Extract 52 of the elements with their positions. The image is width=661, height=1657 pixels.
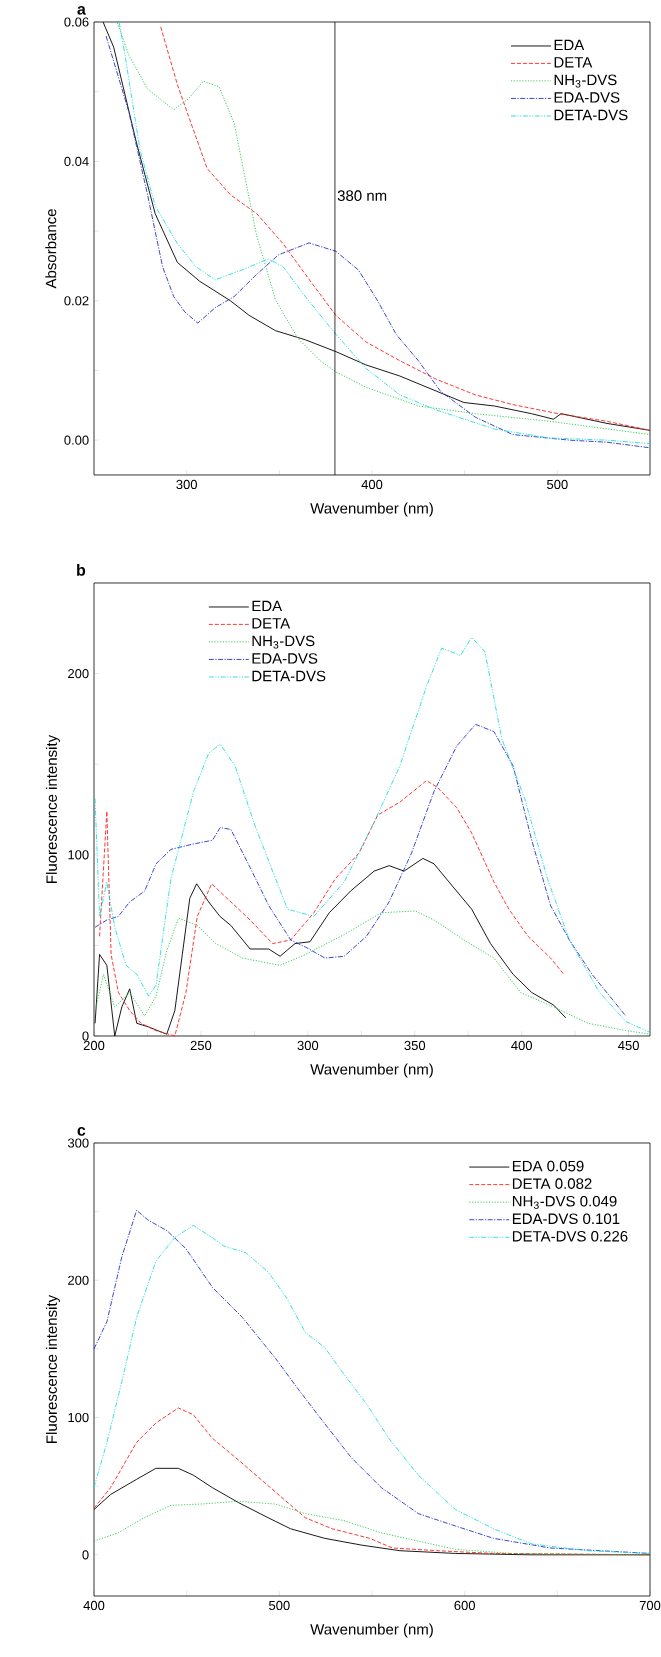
- legend-label: DETA-DVS: [252, 670, 326, 682]
- legend-label: DETA 0.082: [512, 1178, 592, 1189]
- x-tick-label: 500: [269, 1600, 290, 1611]
- x-tick-label: 350: [404, 1040, 426, 1051]
- line-series: [93, 1500, 651, 1556]
- chart-title: a: [77, 6, 86, 15]
- x-tick-label: 400: [83, 1600, 105, 1611]
- legend-label: NH$_{3}$-DVS: [252, 635, 315, 649]
- legend-label: EDA-DVS: [554, 92, 620, 103]
- line-series: [93, 1407, 651, 1556]
- legend-label: EDA-DVS: [252, 653, 318, 664]
- legend-label: EDA: [252, 600, 283, 612]
- y-tick-label: 100: [68, 850, 89, 860]
- legend-label: NH$_{3}$-DVS 0.049: [512, 1195, 617, 1209]
- x-tick-label: 300: [176, 479, 197, 490]
- y-tick-label: 0.06: [64, 17, 89, 27]
- y-tick-label: 0: [82, 1031, 89, 1041]
- legend-label: NH$_{3}$-DVS: [554, 74, 617, 88]
- x-tick-label: 500: [547, 479, 568, 490]
- line-series: [94, 636, 651, 1033]
- y-tick-label: 0.04: [64, 156, 89, 166]
- y-axis-title: Fluorescence intensity: [45, 1294, 60, 1443]
- y-tick-label: 100: [68, 1412, 89, 1423]
- legend-label: DETA: [252, 618, 291, 629]
- y-tick-label: 200: [68, 668, 89, 679]
- y-tick-label: 0: [82, 1550, 89, 1560]
- ref-line-label: 380 nm: [337, 190, 387, 201]
- legend-label: EDA: [554, 39, 585, 51]
- legend-label: DETA-DVS 0.226: [512, 1231, 628, 1242]
- x-tick-label: 700: [639, 1600, 661, 1611]
- y-axis-title: Fluorescence intensity: [45, 734, 60, 883]
- x-tick-label: 400: [361, 479, 383, 490]
- y-axis-title: Absorbance: [45, 209, 57, 289]
- y-tick-label: 200: [68, 1275, 89, 1285]
- x-tick-label: 250: [190, 1040, 212, 1051]
- legend-label: EDA-DVS 0.101: [512, 1213, 620, 1225]
- x-tick-label: 600: [454, 1600, 475, 1611]
- x-tick-label: 400: [511, 1040, 533, 1051]
- x-tick-label: 450: [618, 1040, 639, 1051]
- line-series: [94, 723, 627, 1017]
- chart-title: c: [77, 1127, 86, 1136]
- legend-label: EDA 0.059: [512, 1160, 584, 1172]
- x-tick-label: 300: [297, 1040, 319, 1051]
- legend-label: DETA-DVS: [554, 109, 628, 121]
- x-axis-title: Wavenumber (nm): [310, 502, 433, 517]
- chart-title: b: [77, 564, 86, 576]
- y-tick-label: 0.02: [64, 296, 89, 306]
- legend-label: DETA: [554, 57, 593, 68]
- y-tick-label: 300: [67, 1138, 89, 1148]
- x-axis-title: Wavenumber (nm): [310, 1063, 433, 1078]
- y-tick-label: 0.00: [64, 435, 89, 445]
- x-axis-title: Wavenumber (nm): [310, 1623, 433, 1638]
